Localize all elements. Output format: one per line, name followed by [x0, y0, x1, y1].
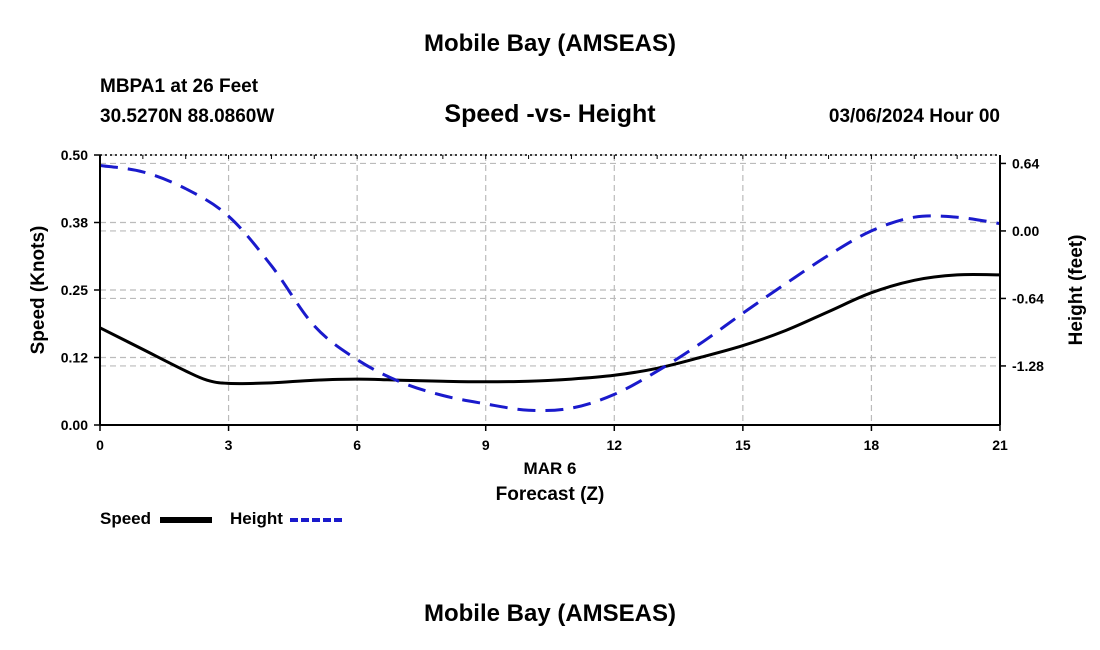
legend-speed-label: Speed	[100, 509, 152, 528]
x-axis-date-label: MAR 6	[524, 459, 577, 478]
y2-tick-label: -1.28	[1012, 358, 1044, 374]
speed-height-chart: 0 3 6 9 12 15 18 21 0.00 0.12 0.25 0.38 0.50 0.64 0.00…	[28, 147, 1087, 505]
y-tick-label: 0.25	[61, 282, 88, 298]
bottom-title: Mobile Bay (AMSEAS)	[423, 600, 677, 627]
legend-speed-swatch	[160, 517, 212, 523]
x-tick-label: 21	[992, 437, 1008, 453]
page-title: Mobile Bay (AMSEAS)	[423, 30, 677, 57]
y2-tick-label: 0.00	[1012, 223, 1039, 239]
x-axis-title: Forecast (Z)	[496, 484, 605, 505]
x-tick-label: 6	[353, 437, 361, 453]
axes	[94, 154, 1006, 431]
x-tick-label: 3	[225, 437, 233, 453]
y-tick-label: 0.38	[61, 215, 88, 231]
station-label: MBPA1 at 26 Feet	[100, 76, 259, 97]
y2-axis-title: Height (feet)	[1066, 235, 1087, 346]
legend-height-label: Height	[230, 509, 283, 528]
y2-tick-label: 0.64	[1012, 155, 1039, 171]
x-tick-label: 12	[606, 437, 622, 453]
y-tick-label: 0.00	[61, 417, 88, 433]
forecast-datetime: 03/06/2024 Hour 00	[828, 106, 1000, 127]
x-tick-label: 15	[735, 437, 751, 453]
y-tick-label: 0.12	[61, 350, 88, 366]
x-tick-label: 18	[864, 437, 880, 453]
x-tick-label: 9	[482, 437, 490, 453]
series-line-speed	[99, 273, 1001, 386]
series-line-height	[99, 164, 1001, 413]
x-tick-label: 0	[96, 437, 104, 453]
station-coordinates: 30.5270N 88.0860W	[100, 106, 275, 127]
legend-height-swatch	[290, 518, 342, 522]
axis-labels: 0 3 6 9 12 15 18 21 0.00 0.12 0.25 0.38 0.50 0.64 0.00…	[28, 147, 1087, 505]
series-lines	[99, 164, 1001, 413]
chart-title: Speed -vs- Height	[444, 100, 656, 128]
y2-tick-label: -0.64	[1012, 290, 1044, 306]
y-axis-title: Speed (Knots)	[28, 226, 49, 355]
y-tick-label: 0.50	[61, 147, 88, 163]
